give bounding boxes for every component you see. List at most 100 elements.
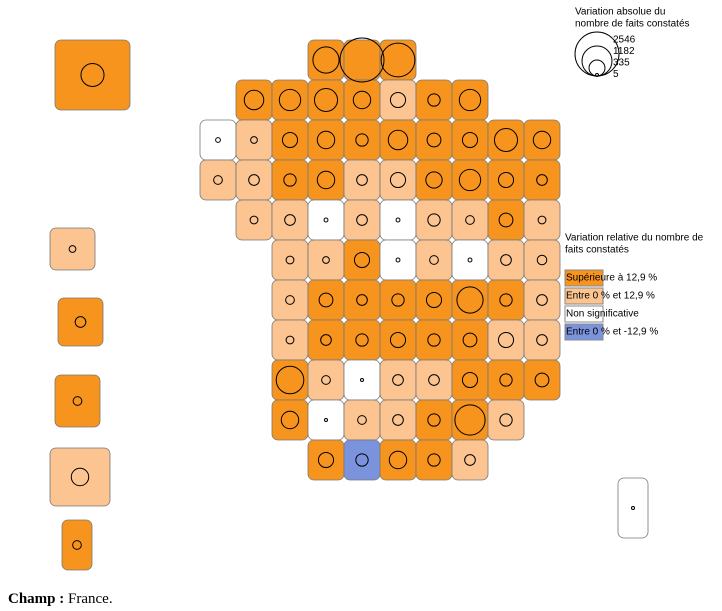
department bbox=[343, 159, 381, 201]
department bbox=[199, 159, 237, 201]
department bbox=[415, 439, 453, 481]
change-circle bbox=[72, 396, 83, 406]
change-circle bbox=[534, 372, 550, 388]
department bbox=[307, 159, 345, 201]
change-circle bbox=[426, 132, 442, 148]
department bbox=[343, 239, 381, 281]
department bbox=[379, 239, 417, 281]
legend-label: Entre 0 % et -12,9 % bbox=[566, 327, 658, 338]
department bbox=[379, 159, 417, 201]
change-circle bbox=[458, 88, 482, 112]
department bbox=[451, 159, 489, 201]
change-circle bbox=[356, 294, 368, 306]
department bbox=[523, 199, 561, 241]
department bbox=[523, 159, 561, 201]
department bbox=[379, 279, 417, 321]
size-legend-title: nombre de faits constatés bbox=[575, 19, 690, 30]
department bbox=[343, 319, 381, 361]
change-circle bbox=[497, 171, 515, 189]
size-legend-label: 1182 bbox=[613, 46, 635, 57]
department bbox=[307, 359, 345, 401]
change-circle bbox=[70, 467, 90, 487]
department bbox=[379, 199, 417, 241]
change-circle bbox=[392, 414, 404, 426]
department bbox=[49, 227, 96, 271]
change-circle bbox=[68, 245, 77, 253]
department bbox=[415, 279, 453, 321]
department bbox=[487, 319, 525, 361]
change-circle bbox=[499, 373, 513, 387]
change-circle bbox=[320, 334, 332, 346]
department bbox=[307, 199, 345, 241]
size-legend-circle bbox=[581, 45, 613, 77]
class-legend-title: faits constatés bbox=[565, 245, 629, 256]
department bbox=[271, 199, 309, 241]
change-circle bbox=[458, 168, 482, 192]
department bbox=[61, 519, 93, 571]
change-circle bbox=[356, 174, 368, 186]
change-circle bbox=[280, 410, 300, 430]
department bbox=[451, 199, 489, 241]
department bbox=[415, 199, 453, 241]
department bbox=[487, 399, 525, 441]
department bbox=[451, 359, 489, 401]
change-circle bbox=[631, 506, 635, 510]
department bbox=[271, 79, 309, 121]
legend-swatch bbox=[564, 287, 604, 305]
department bbox=[343, 399, 381, 441]
department bbox=[57, 297, 104, 347]
change-circle bbox=[500, 254, 512, 266]
department bbox=[199, 119, 237, 161]
change-circle bbox=[499, 293, 513, 307]
change-circle bbox=[357, 415, 367, 425]
change-circle bbox=[464, 454, 476, 466]
department bbox=[487, 279, 525, 321]
change-circle bbox=[278, 88, 302, 112]
change-circle bbox=[429, 255, 439, 265]
department bbox=[523, 279, 561, 321]
change-circle bbox=[536, 254, 548, 266]
legend-swatch bbox=[564, 305, 604, 323]
department bbox=[54, 374, 101, 428]
department bbox=[307, 439, 345, 481]
change-circle bbox=[427, 413, 441, 427]
department bbox=[379, 119, 417, 161]
department bbox=[415, 359, 453, 401]
change-circle bbox=[388, 450, 408, 470]
change-circle bbox=[456, 286, 484, 314]
department bbox=[235, 119, 273, 161]
footer-label: Champ : bbox=[8, 591, 64, 607]
department bbox=[379, 439, 417, 481]
legend-label: Supérieure à 12,9 % bbox=[566, 273, 657, 284]
size-legend-circle bbox=[588, 59, 606, 77]
change-circle bbox=[461, 131, 479, 149]
change-circle bbox=[316, 130, 336, 150]
department bbox=[487, 159, 525, 201]
change-circle bbox=[285, 255, 295, 265]
size-legend-label: 335 bbox=[613, 58, 630, 69]
change-circle bbox=[427, 333, 441, 347]
legend-swatch bbox=[564, 269, 604, 287]
department bbox=[307, 399, 345, 441]
department bbox=[487, 199, 525, 241]
change-circle bbox=[389, 91, 407, 109]
footer: Champ : France. bbox=[8, 591, 113, 607]
change-circle bbox=[467, 257, 473, 263]
department bbox=[307, 79, 345, 121]
change-circle bbox=[356, 214, 368, 226]
department bbox=[343, 119, 381, 161]
department bbox=[343, 39, 381, 81]
change-circle bbox=[215, 137, 221, 143]
change-circle bbox=[72, 540, 82, 550]
change-circle bbox=[389, 171, 407, 189]
change-circle bbox=[499, 413, 513, 427]
change-circle bbox=[283, 173, 297, 187]
department bbox=[235, 199, 273, 241]
department bbox=[379, 399, 417, 441]
department bbox=[523, 319, 561, 361]
department bbox=[451, 79, 489, 121]
department bbox=[307, 319, 345, 361]
